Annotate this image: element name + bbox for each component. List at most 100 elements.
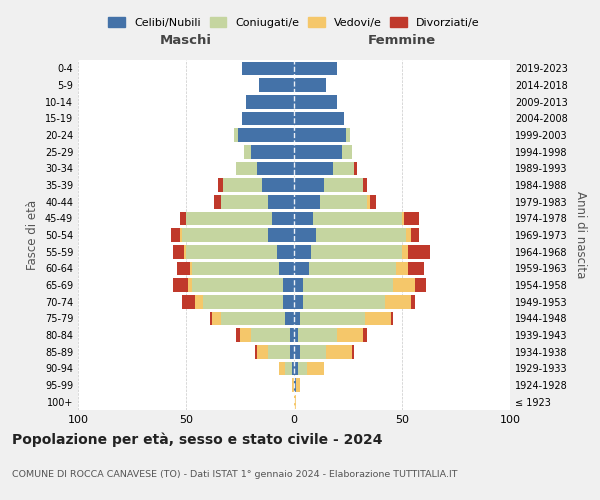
Text: Maschi: Maschi <box>160 34 212 46</box>
Bar <box>194 295 203 308</box>
Bar <box>186 245 277 258</box>
Bar <box>333 162 355 175</box>
Bar <box>406 228 410 242</box>
Bar <box>188 278 193 292</box>
Bar <box>294 62 337 75</box>
Bar <box>236 162 257 175</box>
Bar <box>212 312 221 325</box>
Bar <box>370 195 376 208</box>
Bar <box>221 312 286 325</box>
Bar <box>311 245 402 258</box>
Bar <box>294 378 296 392</box>
Bar <box>316 228 406 242</box>
Bar <box>292 378 294 392</box>
Bar <box>294 312 301 325</box>
Bar <box>326 345 352 358</box>
Bar <box>218 178 223 192</box>
Bar <box>294 245 311 258</box>
Bar <box>290 328 294 342</box>
Bar <box>268 345 290 358</box>
Bar <box>294 178 324 192</box>
Bar <box>410 295 415 308</box>
Bar <box>294 95 337 108</box>
Bar <box>395 262 409 275</box>
Bar <box>341 145 352 158</box>
Bar <box>286 312 294 325</box>
Bar <box>182 228 268 242</box>
Bar <box>186 212 272 225</box>
Bar <box>294 78 326 92</box>
Bar <box>302 295 385 308</box>
Bar <box>294 262 309 275</box>
Bar <box>242 112 294 125</box>
Bar <box>210 312 212 325</box>
Bar <box>404 212 419 225</box>
Bar <box>290 345 294 358</box>
Bar <box>363 178 367 192</box>
Bar <box>251 328 290 342</box>
Bar <box>184 245 186 258</box>
Bar <box>179 228 182 242</box>
Bar <box>203 295 283 308</box>
Bar <box>171 228 179 242</box>
Text: Popolazione per età, sesso e stato civile - 2024: Popolazione per età, sesso e stato civil… <box>12 432 383 447</box>
Bar <box>301 312 365 325</box>
Bar <box>367 195 370 208</box>
Bar <box>294 128 346 142</box>
Bar <box>257 162 294 175</box>
Bar <box>182 295 194 308</box>
Bar <box>255 345 257 358</box>
Bar <box>178 262 190 275</box>
Bar <box>352 345 355 358</box>
Bar <box>309 262 395 275</box>
Bar <box>313 212 402 225</box>
Bar <box>385 295 410 308</box>
Bar <box>283 278 294 292</box>
Bar <box>277 245 294 258</box>
Bar <box>307 362 324 375</box>
Bar <box>365 312 391 325</box>
Bar <box>292 362 294 375</box>
Bar <box>409 245 430 258</box>
Bar <box>242 62 294 75</box>
Bar <box>283 295 294 308</box>
Bar <box>294 345 301 358</box>
Bar <box>251 145 294 158</box>
Bar <box>279 262 294 275</box>
Bar <box>294 162 333 175</box>
Bar <box>259 78 294 92</box>
Bar <box>173 245 184 258</box>
Bar <box>294 278 302 292</box>
Legend: Celibi/Nubili, Coniugati/e, Vedovi/e, Divorziati/e: Celibi/Nubili, Coniugati/e, Vedovi/e, Di… <box>109 16 479 28</box>
Bar <box>410 228 419 242</box>
Y-axis label: Anni di nascita: Anni di nascita <box>574 192 587 278</box>
Bar <box>268 195 294 208</box>
Bar <box>391 312 394 325</box>
Text: COMUNE DI ROCCA CANAVESE (TO) - Dati ISTAT 1° gennaio 2024 - Elaborazione TUTTIT: COMUNE DI ROCCA CANAVESE (TO) - Dati IST… <box>12 470 458 479</box>
Text: Femmine: Femmine <box>368 34 436 46</box>
Bar <box>409 262 424 275</box>
Bar <box>402 212 404 225</box>
Bar <box>294 195 320 208</box>
Bar <box>223 178 262 192</box>
Bar <box>394 278 415 292</box>
Bar <box>337 328 363 342</box>
Bar <box>298 328 337 342</box>
Bar <box>296 378 301 392</box>
Bar <box>298 362 307 375</box>
Bar <box>294 212 313 225</box>
Bar <box>279 362 286 375</box>
Bar <box>238 128 294 142</box>
Bar <box>415 278 426 292</box>
Bar <box>355 162 356 175</box>
Bar <box>193 262 279 275</box>
Bar <box>294 112 344 125</box>
Bar <box>301 345 326 358</box>
Bar <box>272 212 294 225</box>
Bar <box>236 328 240 342</box>
Bar <box>247 95 294 108</box>
Bar <box>320 195 367 208</box>
Bar <box>294 228 316 242</box>
Bar <box>244 145 251 158</box>
Y-axis label: Fasce di età: Fasce di età <box>26 200 39 270</box>
